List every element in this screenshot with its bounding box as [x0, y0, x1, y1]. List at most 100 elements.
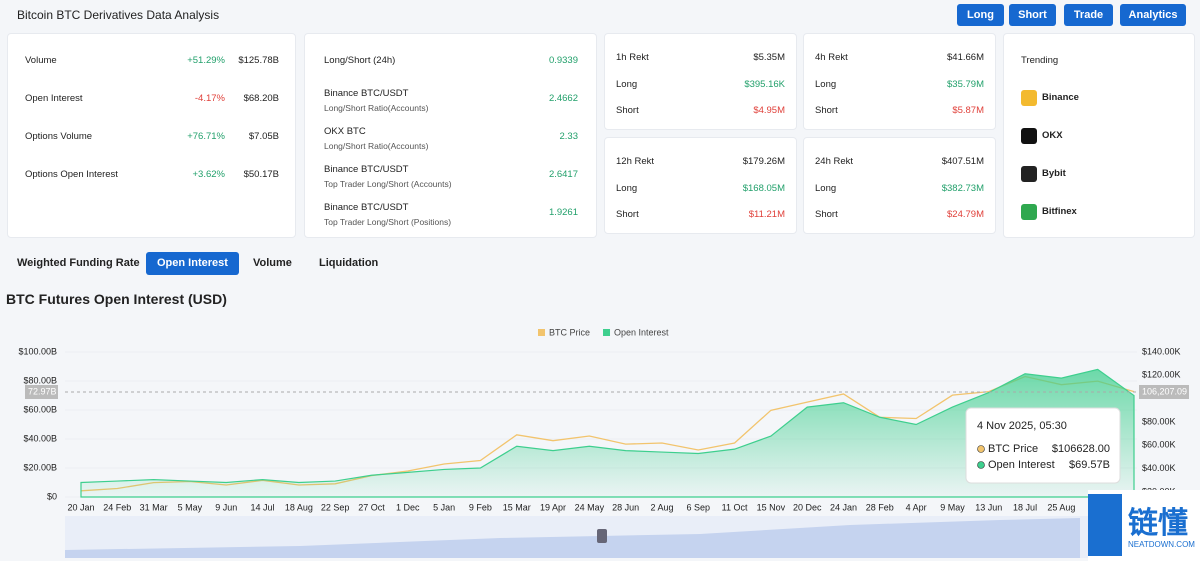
x-tick-label: 19 Apr — [540, 502, 566, 512]
x-tick-label: 2 Aug — [650, 502, 673, 512]
stat-value: $125.78B — [238, 55, 279, 66]
crosshair-label: 106,207.09 — [1142, 386, 1187, 396]
x-tick-label: 11 Oct — [722, 502, 748, 512]
y2-tick-label: $120.00K — [1142, 370, 1181, 380]
x-tick-label: 4 Apr — [906, 502, 927, 512]
rekt-title: 24h Rekt — [815, 156, 854, 167]
x-tick-label: 24 May — [575, 502, 605, 512]
x-tick-label: 9 May — [940, 502, 965, 512]
stat-change: -4.17% — [194, 93, 225, 104]
ratio-value: 0.9339 — [548, 55, 578, 66]
exchange-icon — [1021, 128, 1037, 144]
y2-tick-label: $40.00K — [1142, 463, 1176, 473]
rekt-short: $11.21M — [748, 209, 785, 220]
x-tick-label: 24 Jan — [830, 502, 857, 512]
chart: $0$20.00B$40.00B$60.00B$80.00B$100.00B$2… — [18, 327, 1189, 558]
y2-tick-label: $60.00K — [1142, 440, 1176, 450]
rekt-long-label: Long — [616, 183, 638, 194]
x-tick-label: 25 Aug — [1047, 502, 1075, 512]
stat-label: Options Open Interest — [25, 169, 118, 180]
ratio-label: OKX BTC — [324, 126, 366, 137]
tab[interactable]: Liquidation — [319, 257, 379, 269]
chart-title: BTC Futures Open Interest (USD) — [6, 291, 227, 307]
y2-tick-label: $80.00K — [1142, 416, 1176, 426]
trending-title: Trending — [1021, 55, 1059, 66]
x-tick-label: 9 Jun — [215, 502, 237, 512]
exchange-name[interactable]: Binance — [1042, 92, 1079, 103]
x-tick-label: 18 Aug — [285, 502, 313, 512]
x-tick-label: 6 Sep — [687, 502, 711, 512]
rekt-title: 1h Rekt — [616, 52, 649, 63]
ratio-value: 2.6417 — [548, 169, 578, 180]
rekt-title: 4h Rekt — [815, 52, 848, 63]
rekt-total: $179.26M — [742, 156, 785, 167]
rekt-long: $35.79M — [947, 79, 984, 90]
x-tick-label: 27 Oct — [358, 502, 385, 512]
stat-change: +76.71% — [187, 131, 225, 142]
tooltip-dot — [977, 461, 985, 469]
ratio-sublabel: Long/Short Ratio(Accounts) — [324, 103, 429, 113]
y2-tick-label: $140.00K — [1142, 346, 1181, 356]
rekt-long: $168.05M — [742, 183, 785, 194]
y-tick-label: $0 — [47, 491, 57, 501]
rekt-panel: 1h Rekt $5.35M Long $395.16K Short $4.95M — [604, 33, 797, 130]
legend-swatch — [538, 329, 545, 336]
exchange-name[interactable]: Bitfinex — [1042, 206, 1077, 217]
rekt-short-label: Short — [815, 105, 838, 116]
nav-button[interactable]: Trade — [1064, 4, 1113, 26]
rekt-short-label: Short — [815, 209, 838, 220]
legend-label[interactable]: Open Interest — [614, 327, 669, 337]
x-tick-label: 24 Feb — [103, 502, 131, 512]
exchange-name[interactable]: Bybit — [1042, 168, 1066, 179]
ratio-label: Binance BTC/USDT — [324, 202, 409, 213]
tab[interactable]: Volume — [253, 257, 292, 269]
nav-button[interactable]: Long — [957, 4, 1004, 26]
tooltip-name: BTC Price — [988, 443, 1038, 455]
watermark-subtitle: NEATDOWN.COM — [1128, 540, 1195, 549]
ratio-label: Binance BTC/USDT — [324, 164, 409, 175]
rekt-short: $4.95M — [753, 105, 785, 116]
y-tick-label: $80.00B — [23, 375, 57, 385]
rekt-short-label: Short — [616, 105, 639, 116]
stat-value: $7.05B — [248, 131, 279, 142]
stat-label: Open Interest — [25, 93, 83, 104]
tooltip-title: 4 Nov 2025, 05:30 — [977, 420, 1067, 432]
rekt-long-label: Long — [815, 79, 837, 90]
legend-label[interactable]: BTC Price — [549, 327, 590, 337]
exchange-icon — [1021, 204, 1037, 220]
ratio-label: Binance BTC/USDT — [324, 88, 409, 99]
tab[interactable]: Weighted Funding Rate — [17, 257, 140, 269]
stat-change: +3.62% — [192, 169, 226, 180]
tooltip-value: $106628.00 — [1052, 443, 1110, 455]
nav-button[interactable]: Short — [1009, 4, 1056, 26]
stat-change: +51.29% — [187, 55, 225, 66]
rekt-title: 12h Rekt — [616, 156, 655, 167]
x-tick-label: 13 Jun — [975, 502, 1002, 512]
ratio-label: Long/Short (24h) — [324, 55, 396, 66]
crosshair-label-bg — [25, 385, 58, 399]
rekt-short-label: Short — [616, 209, 639, 220]
ratio-value: 2.4662 — [548, 93, 578, 104]
ratio-value: 2.33 — [559, 131, 579, 142]
stat-label: Volume — [25, 55, 57, 66]
navigator-handle[interactable] — [597, 529, 607, 543]
rekt-total: $41.66M — [947, 52, 984, 63]
exchange-icon — [1021, 90, 1037, 106]
rekt-panel: 24h Rekt $407.51M Long $382.73M Short $24.79M — [803, 137, 996, 234]
y-tick-label: $60.00B — [23, 404, 57, 414]
nav-button[interactable]: Analytics — [1120, 4, 1186, 26]
rekt-panel: 12h Rekt $179.26M Long $168.05M Short $11.21M — [604, 137, 797, 234]
navigator-area — [65, 518, 1080, 558]
tab[interactable]: Open Interest — [146, 252, 239, 275]
x-tick-label: 9 Feb — [469, 502, 492, 512]
y-tick-label: $20.00B — [23, 462, 57, 472]
ratio-sublabel: Top Trader Long/Short (Positions) — [324, 217, 452, 227]
rekt-long-label: Long — [616, 79, 638, 90]
x-tick-label: 1 Dec — [396, 502, 420, 512]
watermark-title: 链懂 — [1128, 507, 1188, 540]
exchange-name[interactable]: OKX — [1042, 130, 1063, 141]
x-tick-label: 14 Jul — [251, 502, 275, 512]
rekt-short: $5.87M — [952, 105, 984, 116]
x-tick-label: 5 Jan — [433, 502, 455, 512]
trending-panel: Trending Binance OKX Bybit Bitfinex — [1003, 33, 1195, 238]
